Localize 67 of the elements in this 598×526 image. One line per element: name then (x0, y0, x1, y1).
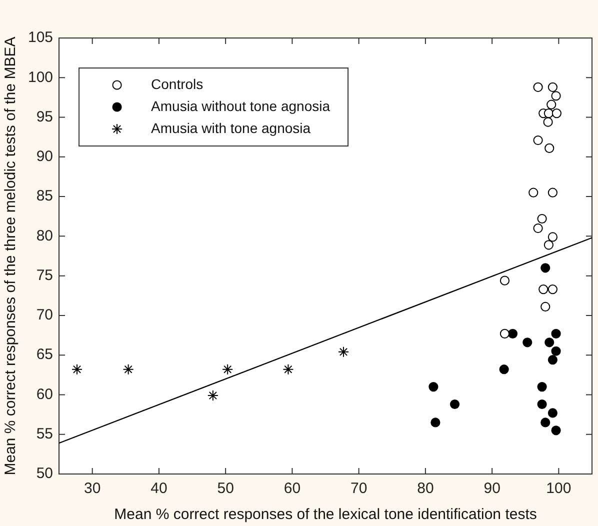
y-axis-title: Mean % correct responses of the three melodic tests of the MBEA (2, 36, 20, 476)
point (543, 117, 553, 127)
point (548, 188, 558, 198)
point (544, 143, 554, 153)
y-tick-label: 60 (36, 386, 54, 403)
point (222, 364, 234, 375)
point (533, 135, 543, 146)
point (548, 408, 558, 418)
point (544, 108, 554, 118)
x-tick-label: 90 (484, 480, 500, 498)
x-tick-label: 60 (284, 480, 301, 498)
point (544, 240, 554, 250)
point (528, 188, 538, 198)
legend-label: Controls (151, 76, 204, 92)
point (537, 214, 547, 224)
y-tick-label: 100 (28, 68, 54, 86)
legend-label: Amusia without tone agnosia (151, 98, 330, 114)
point (537, 382, 547, 392)
point (282, 364, 294, 375)
point (72, 364, 83, 375)
point (552, 108, 562, 118)
point (533, 82, 543, 92)
y-tick-label: 80 (36, 227, 54, 244)
point (500, 276, 510, 286)
x-tick-label: 100 (546, 480, 572, 498)
y-tick-label: 70 (36, 306, 54, 324)
y-tick-label: 50 (36, 465, 54, 482)
x-tick-label: 70 (350, 480, 368, 498)
point (538, 284, 548, 294)
point (548, 232, 558, 242)
point (122, 364, 134, 375)
point (500, 328, 510, 338)
y-tick-label: 75 (36, 266, 54, 284)
point (548, 355, 558, 365)
point (544, 338, 554, 348)
point (548, 284, 558, 294)
point (428, 382, 438, 392)
x-tick-label: 80 (417, 480, 434, 498)
point (551, 91, 561, 101)
point (508, 328, 518, 338)
x-axis-title: Mean % correct responses of the lexical tone identification tests (114, 506, 537, 524)
point (450, 399, 460, 410)
point (207, 390, 218, 402)
y-tick-label: 105 (28, 29, 54, 46)
point (551, 328, 561, 338)
x-tick-label: 40 (150, 480, 168, 498)
point (551, 426, 561, 436)
y-tick-label: 65 (36, 346, 54, 364)
point (537, 399, 547, 410)
x-tick-label: 50 (217, 480, 234, 498)
point (548, 82, 558, 92)
point (522, 338, 532, 348)
y-tick-label: 95 (36, 108, 54, 126)
y-tick-label: 55 (36, 426, 54, 443)
point (430, 418, 440, 428)
x-tick-label: 30 (84, 480, 101, 498)
point (540, 302, 550, 312)
point (338, 346, 349, 358)
point (533, 223, 543, 234)
y-tick-label: 85 (36, 188, 54, 205)
y-tick-label: 90 (36, 148, 54, 166)
point (546, 100, 556, 110)
legend-label: Amusia with tone agnosia (151, 120, 311, 136)
point (540, 418, 550, 428)
point (551, 346, 561, 356)
point (499, 364, 509, 374)
point (540, 263, 550, 273)
